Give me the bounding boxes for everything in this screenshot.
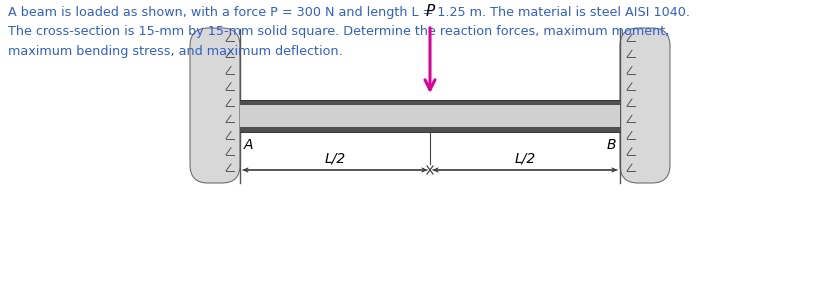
FancyBboxPatch shape bbox=[619, 28, 669, 183]
Text: L/2: L/2 bbox=[324, 152, 345, 166]
Text: B: B bbox=[606, 138, 615, 152]
Text: A beam is loaded as shown, with a force P = 300 N and length L = 1.25 m. The mat: A beam is loaded as shown, with a force … bbox=[8, 6, 689, 58]
Bar bbox=[240, 127, 619, 132]
Text: A: A bbox=[243, 138, 253, 152]
FancyBboxPatch shape bbox=[190, 28, 240, 183]
Bar bbox=[240, 100, 619, 105]
Text: P: P bbox=[425, 4, 434, 19]
Bar bbox=[240, 105, 619, 127]
Text: L/2: L/2 bbox=[513, 152, 535, 166]
